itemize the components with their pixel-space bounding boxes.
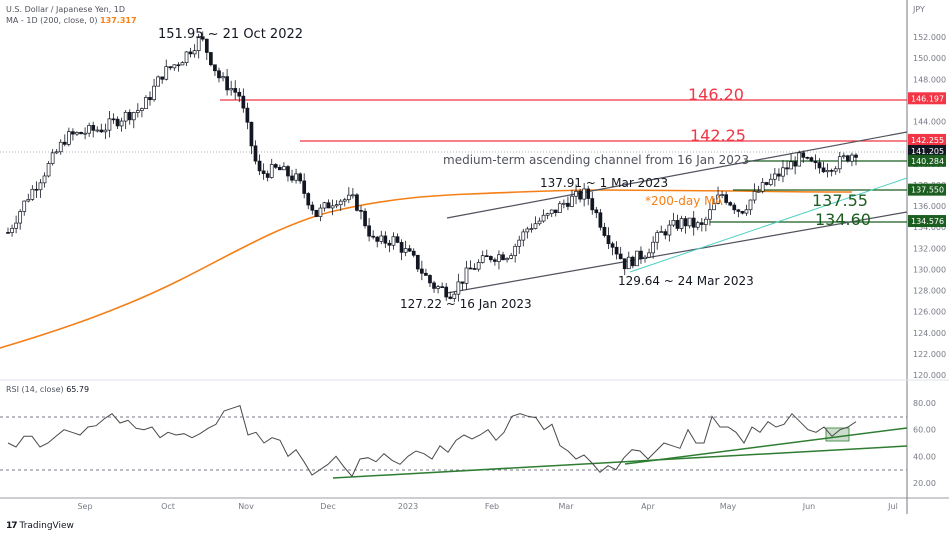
price-tick: 148.000	[913, 75, 946, 84]
annotation-137: 137.55	[812, 191, 868, 210]
time-tick: Sep	[77, 502, 92, 511]
price-tick: 130.000	[913, 265, 946, 274]
time-tick: Nov	[238, 502, 254, 511]
annotation-high: 151.95 ~ 21 Oct 2022	[158, 27, 303, 42]
price-label: 140.284	[911, 157, 944, 166]
annotation-channel: medium-term ascending channel from 16 Ja…	[443, 153, 749, 167]
price-tick: 124.000	[913, 329, 946, 338]
time-tick: Jun	[802, 502, 816, 511]
chart-legend: U.S. Dollar / Japanese Yen, 1D MA - 1D (…	[6, 4, 137, 26]
time-tick: Mar	[558, 502, 574, 511]
rsi-tick: 20.00	[913, 479, 936, 488]
annotation-146: 146.20	[688, 85, 744, 104]
tradingview-logo[interactable]: 17 TradingView	[6, 521, 74, 531]
annotation-142: 142.25	[690, 126, 746, 145]
rsi-tick: 60.00	[913, 426, 936, 435]
price-label: 141.205	[911, 147, 944, 156]
time-axis[interactable]: Sep Oct Nov Dec 2023 Feb Mar Apr May Jun Jul	[77, 502, 897, 511]
currency-label: JPY	[912, 5, 925, 14]
rsi-axis[interactable]: 20.00 40.00 60.00 80.00	[913, 399, 936, 488]
tradingview-logo-text: TradingView	[19, 521, 74, 531]
cyan-trendline	[629, 177, 908, 273]
price-tick: 122.000	[913, 350, 946, 359]
annotation-ma: *200-day MA	[645, 194, 723, 208]
rsi-trendline-short	[624, 427, 908, 465]
price-label: 146.197	[911, 94, 944, 103]
time-tick: Apr	[641, 502, 656, 511]
time-tick: May	[720, 502, 737, 511]
ma-200-line	[0, 189, 853, 349]
rsi-label: RSI (14, close)	[6, 385, 64, 394]
rsi-line	[7, 405, 857, 478]
rsi-highlight-box	[825, 427, 850, 442]
ma-legend: MA - 1D (200, close, 0) 137.317	[6, 15, 137, 26]
price-label: 137.550	[911, 186, 944, 195]
price-tick: 134.000	[913, 223, 946, 232]
price-tick: 136.000	[913, 202, 946, 211]
annotation-134: 134.60	[815, 210, 871, 229]
rsi-trendline-long	[332, 445, 908, 479]
time-tick: Oct	[161, 502, 175, 511]
annotation-mar-high: 137.91 ~ 1 Mar 2023	[540, 176, 668, 190]
price-label: 134.576	[911, 217, 944, 226]
channel-lower-line	[446, 211, 908, 294]
annotation-jan-low: 127.22 ~ 16 Jan 2023	[400, 297, 532, 311]
time-tick: Jul	[887, 502, 898, 511]
price-tick: 132.000	[913, 244, 946, 253]
time-tick: Dec	[320, 502, 335, 511]
price-tick: 144.000	[913, 118, 946, 127]
time-tick: 2023	[398, 502, 418, 511]
rsi-legend: RSI (14, close) 65.79	[6, 385, 89, 394]
price-label: 142.255	[911, 136, 944, 145]
price-tick: 150.000	[913, 54, 946, 63]
price-tick: 152.000	[913, 33, 946, 42]
symbol-title: U.S. Dollar / Japanese Yen, 1D	[6, 5, 126, 14]
ma-value: 137.317	[100, 16, 137, 25]
tradingview-logo-icon: 17	[6, 521, 17, 531]
candlestick-series[interactable]	[6, 31, 858, 303]
ma-label: MA - 1D (200, close, 0)	[6, 16, 98, 25]
channel-upper-line	[446, 131, 908, 219]
price-tick: 128.000	[913, 287, 946, 296]
rsi-tick: 80.00	[913, 399, 936, 408]
time-tick: Feb	[485, 502, 499, 511]
annotation-mar-low: 129.64 ~ 24 Mar 2023	[618, 274, 754, 288]
price-tick: 120.000	[913, 371, 946, 380]
rsi-tick: 40.00	[913, 452, 936, 461]
price-tick: 126.000	[913, 308, 946, 317]
rsi-value: 65.79	[66, 385, 90, 394]
